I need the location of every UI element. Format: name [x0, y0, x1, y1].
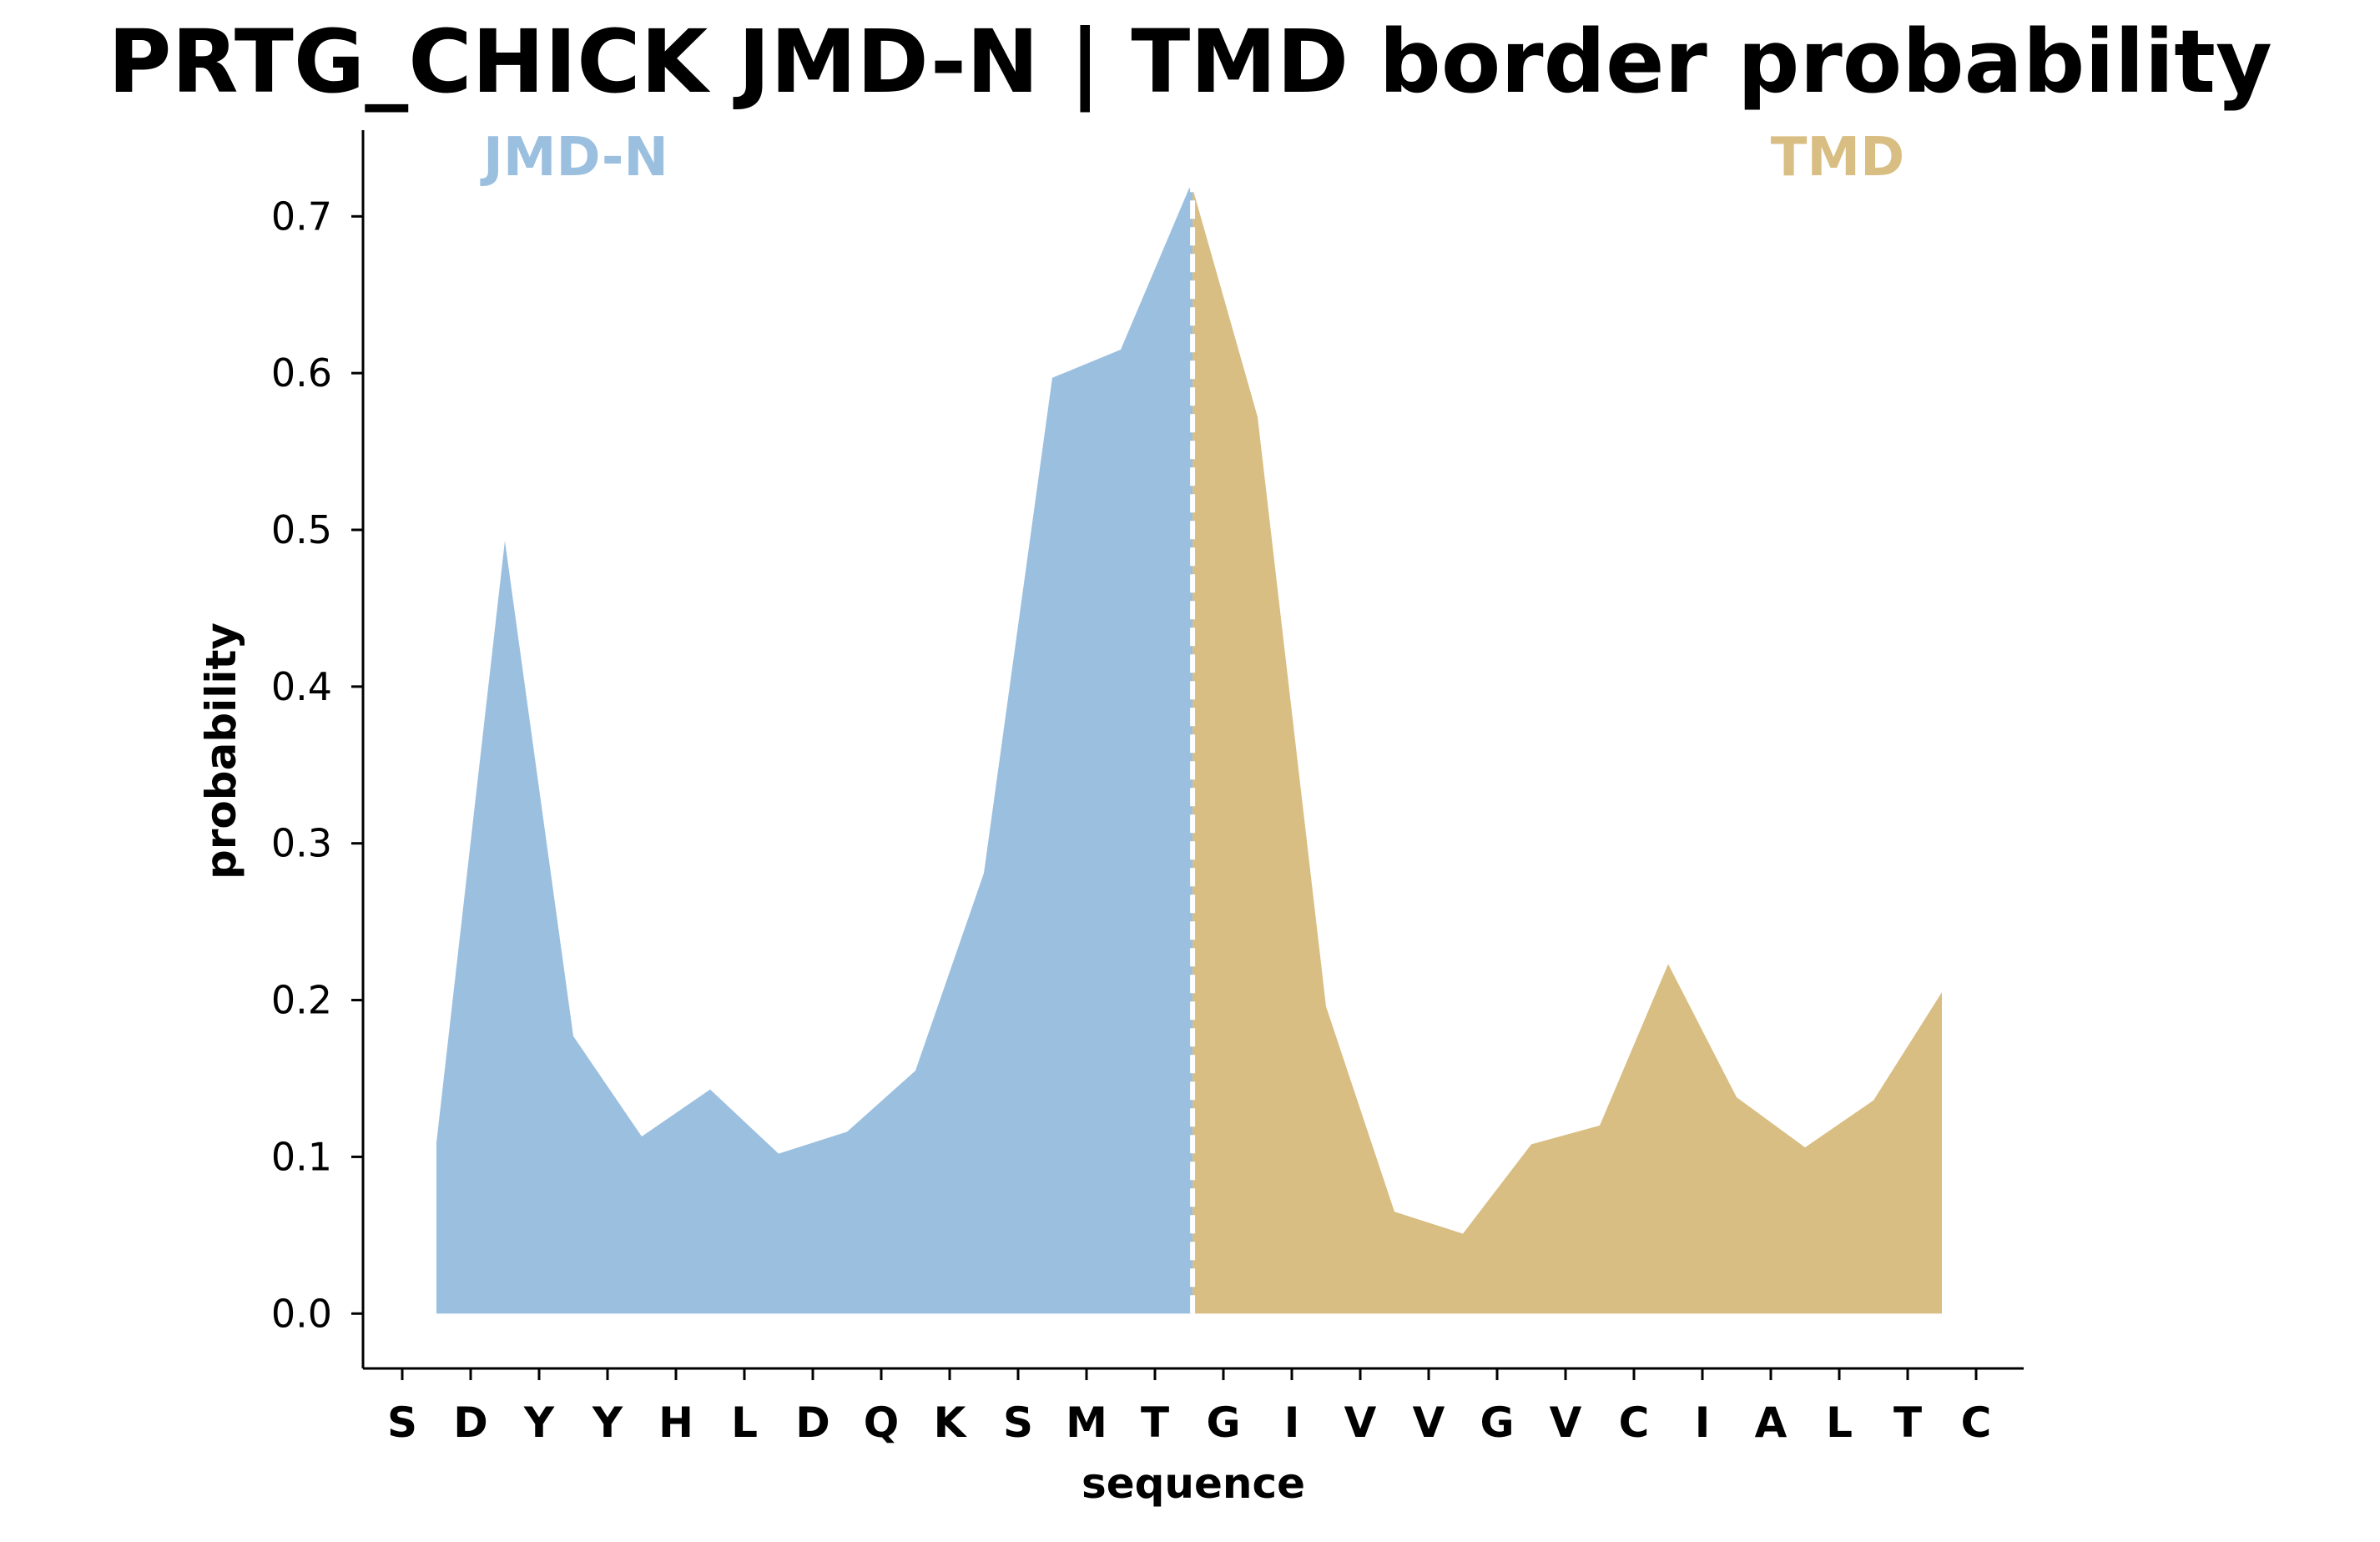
axes [361, 130, 2024, 1370]
chart-title: PRTG_CHICK JMD-N | TMD border probabilit… [108, 11, 2272, 113]
plot-area [436, 188, 1942, 1314]
x-tick-label: K [934, 1398, 968, 1447]
y-tick-label: 0.6 [271, 350, 332, 396]
y-tick-label: 0.4 [271, 664, 332, 709]
x-tick-label: I [1284, 1398, 1300, 1447]
x-tick-label: L [731, 1398, 758, 1447]
x-tick-label: A [1755, 1398, 1788, 1447]
x-tick-label: C [1961, 1398, 1992, 1447]
y-tick-label: 0.1 [271, 1134, 332, 1179]
region-label-tmd: TMD [1771, 127, 1904, 189]
region-label-jmd-n: JMD-N [480, 127, 668, 189]
region-area-jmd-n [436, 188, 1193, 1314]
x-tick-label: I [1695, 1398, 1711, 1447]
x-tick-label: V [1413, 1398, 1445, 1447]
y-tick-label: 0.7 [271, 194, 332, 239]
x-tick-label: G [1206, 1398, 1240, 1447]
x-tick-label: Y [523, 1398, 555, 1447]
x-tick-label: G [1480, 1398, 1514, 1447]
y-axis-label: probability [197, 622, 245, 879]
x-tick-label: V [1344, 1398, 1377, 1447]
x-tick-label: T [1141, 1398, 1169, 1447]
region-area-tmd [1193, 188, 1942, 1314]
x-tick-label: H [658, 1398, 693, 1447]
y-tick-label: 0.0 [271, 1291, 332, 1336]
y-ticks: 0.0 0.1 0.2 0.3 0.4 0.5 0.6 0.7 [271, 194, 363, 1336]
x-tick-label: M [1066, 1398, 1107, 1447]
x-tick-label: V [1550, 1398, 1582, 1447]
region-labels: JMD-N TMD [480, 127, 1904, 189]
y-tick-label: 0.2 [271, 978, 332, 1023]
x-tick-label: D [795, 1398, 830, 1447]
x-axis-label: sequence [1082, 1459, 1305, 1508]
x-tick-label: D [453, 1398, 488, 1447]
x-tick-label: Y [592, 1398, 623, 1447]
x-tick-label: C [1619, 1398, 1650, 1447]
x-tick-label: T [1893, 1398, 1922, 1447]
x-tick-label: S [1003, 1398, 1033, 1447]
x-tick-label: L [1826, 1398, 1853, 1447]
x-tick-label: Q [864, 1398, 900, 1447]
x-tick-label: S [387, 1398, 417, 1447]
y-tick-label: 0.5 [271, 507, 332, 552]
y-tick-label: 0.3 [271, 821, 332, 866]
